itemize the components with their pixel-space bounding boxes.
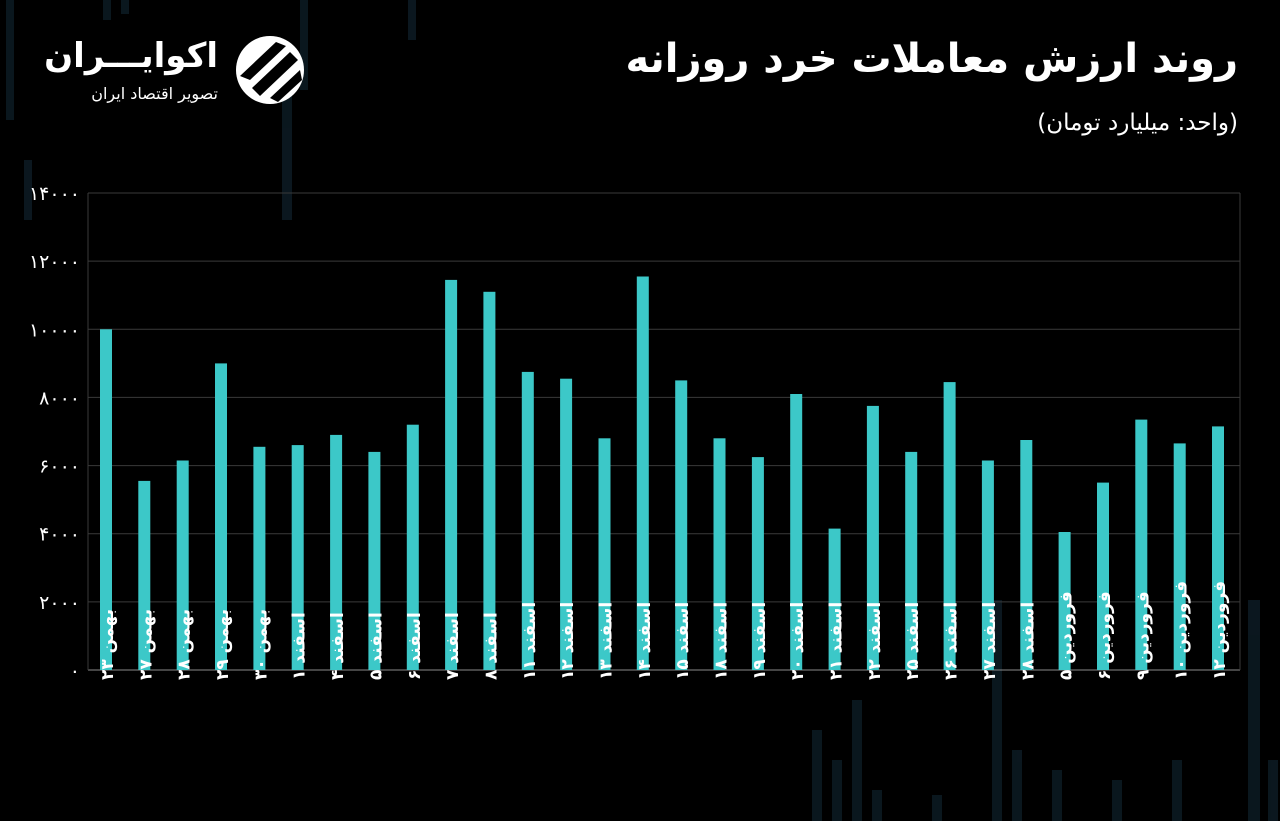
bar [713,438,726,670]
x-tick-label: اسفند ۱۳ [597,602,617,680]
x-tick-label: اسفند ۶ [405,612,425,680]
bar [943,382,956,670]
y-tick-label: ۱۴۰۰۰ [29,183,80,205]
bar [828,528,841,670]
bar [1212,426,1224,670]
bar [330,434,343,670]
bar [1135,419,1148,670]
bar [636,276,649,670]
bar [1020,440,1033,670]
bar [215,363,227,670]
y-tick-label: ۶۰۰۰ [39,456,80,478]
x-tick-label: اسفند ۱۲ [558,602,578,680]
y-axis-ticks: ۰ ۲۰۰۰ ۴۰۰۰ ۶۰۰۰ ۸۰۰۰ ۱۰۰۰۰ ۱۲۰۰۰ ۱۴۰۰۰ [29,183,80,682]
x-tick-label: بهمن ۲۷ [136,609,156,680]
brand-logo: اکوایـــران تصویر اقتصاد ایران [44,32,310,112]
x-tick-label: بهمن ۲۸ [175,609,195,680]
x-tick-label: اسفند ۱۹ [750,602,770,680]
x-tick-label: اسفند ۴ [328,612,348,680]
x-tick-label: فروردین ۹ [1133,591,1153,680]
bar [1097,482,1109,670]
y-tick-label: ۰ [70,660,80,682]
x-tick-label: اسفند ۲۱ [827,602,847,680]
y-tick-label: ۴۰۰۰ [39,524,80,546]
bar [981,460,994,670]
bar [138,480,151,670]
bar [905,451,918,670]
y-tick-label: ۱۲۰۰۰ [29,251,80,273]
bar [751,457,764,670]
x-tick-label: فروردین ۱۲ [1210,581,1230,680]
bar [1173,443,1186,670]
bars [100,276,1224,670]
x-tick-label: اسفند ۲۰ [788,602,808,680]
x-tick-label: اسفند ۲۵ [903,602,923,680]
x-tick-label: اسفند ۱۱ [520,602,540,680]
y-tick-label: ۸۰۰۰ [39,387,80,409]
bar [866,405,879,670]
x-tick-label: اسفند ۸ [481,612,501,680]
bar [1058,532,1071,670]
bar [406,424,419,670]
x-tick-label: اسفند ۵ [366,612,386,680]
y-tick-label: ۱۰۰۰۰ [29,319,80,341]
bar [100,329,112,670]
x-axis-labels: بهمن ۲۳ بهمن ۲۷ بهمن ۲۸ بهمن ۲۹ بهمن ۳۰ اسفند… [98,581,1230,680]
brand-mark-icon [236,36,304,104]
bar [790,394,803,670]
bar [521,371,534,670]
grid-lines [87,192,1241,671]
bar [675,380,688,670]
x-tick-label: اسفند ۲۶ [942,602,962,680]
bar [291,445,304,670]
x-tick-label: اسفند ۲۲ [865,602,885,680]
x-tick-label: فروردین ۱۰ [1172,581,1192,680]
brand-name: اکوایـــران [44,36,218,76]
x-tick-label: اسفند ۱ [290,612,310,680]
x-tick-label: اسفند ۷ [443,612,463,680]
x-tick-label: فروردین ۶ [1095,591,1115,680]
chart-title: روند ارزش معاملات خرد روزانه [625,36,1238,82]
unit-label: (واحد: میلیارد تومان) [1037,110,1238,136]
x-tick-label: اسفند ۱۵ [673,602,693,680]
x-tick-label: اسفند ۲۷ [980,602,1000,680]
bar [368,451,381,670]
x-tick-label: بهمن ۲۳ [98,609,118,680]
bar [560,378,573,670]
x-tick-label: فروردین ۵ [1057,591,1077,680]
bar [598,438,611,670]
x-tick-label: بهمن ۲۹ [213,609,233,680]
bar [253,446,266,670]
bar [176,460,189,670]
bar [445,279,458,670]
x-tick-label: اسفند ۲۸ [1018,602,1038,680]
y-tick-label: ۲۰۰۰ [39,592,80,614]
brand-tagline: تصویر اقتصاد ایران [91,84,218,103]
bar [483,291,496,670]
x-tick-label: اسفند ۱۴ [635,602,655,680]
x-tick-label: اسفند ۱۸ [712,602,732,680]
x-tick-label: بهمن ۳۰ [251,609,271,680]
